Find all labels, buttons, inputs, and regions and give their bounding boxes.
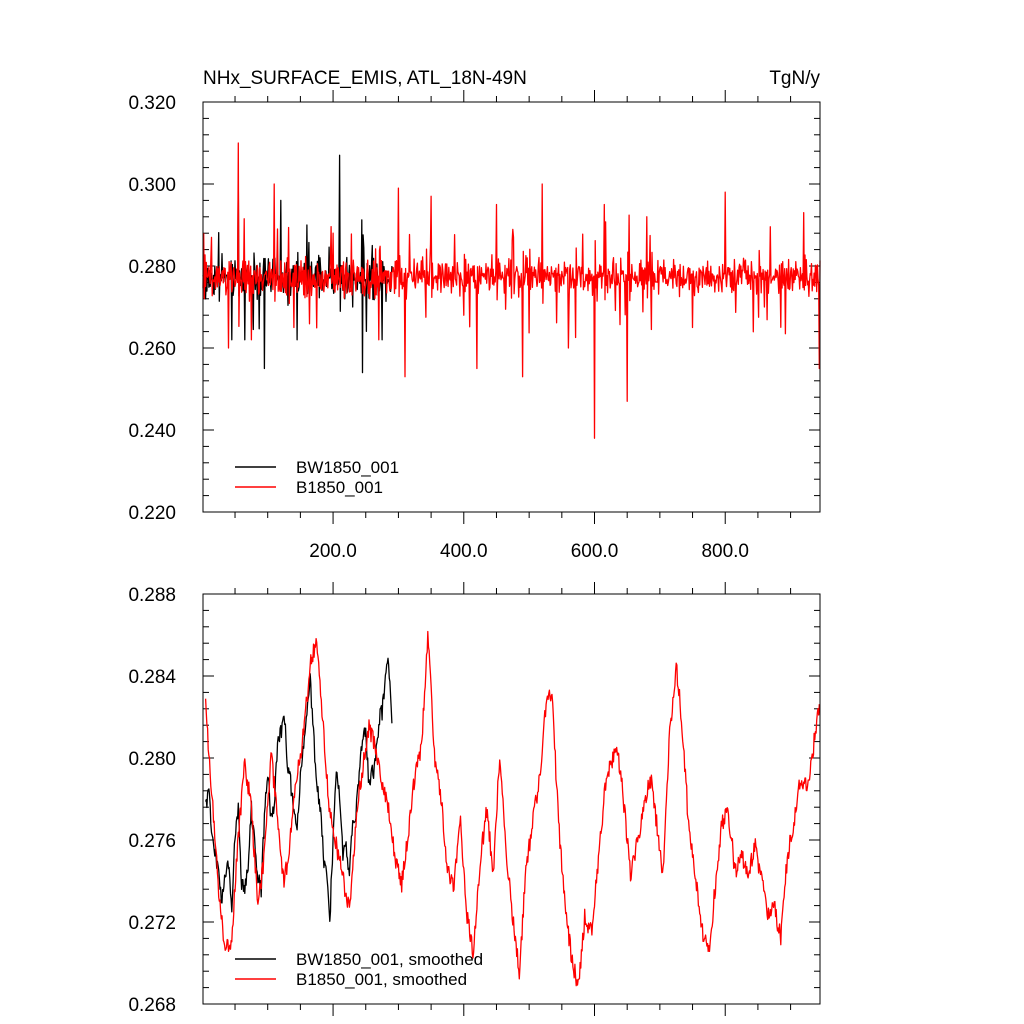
- series-line-bw1850: [204, 657, 393, 922]
- y-tick-label: 0.300: [128, 175, 176, 196]
- y-tick-label: 0.276: [128, 831, 176, 852]
- y-tick-label: 0.280: [128, 257, 176, 278]
- plot-frame: [202, 101, 821, 513]
- x-tick-label: 600.0: [571, 541, 619, 562]
- y-tick-label: 0.284: [128, 667, 176, 688]
- x-tick-label: 200.0: [309, 541, 357, 562]
- x-tick-label: 400.0: [440, 541, 488, 562]
- x-tick-label: 800.0: [701, 541, 749, 562]
- y-tick-label: 0.288: [128, 585, 176, 606]
- y-tick-label: 0.280: [128, 749, 176, 770]
- y-tick-label: 0.320: [128, 93, 176, 114]
- raw-series-panel: NHx_SURFACE_EMIS, ATL_18N-49N TgN/y 0.22…: [128, 68, 821, 562]
- plot-frame: [202, 593, 821, 1005]
- legend-label: BW1850_001: [296, 458, 399, 477]
- y-tick-label: 0.240: [128, 421, 176, 442]
- series-line-b1850: [202, 142, 821, 439]
- legend-label: B1850_001, smoothed: [296, 970, 467, 989]
- y-tick-label: 0.272: [128, 913, 176, 934]
- y-tick-label: 0.260: [128, 339, 176, 360]
- legend-label: BW1850_001, smoothed: [296, 950, 483, 969]
- y-tick-label: 0.220: [128, 503, 176, 524]
- legend-label: B1850_001: [296, 478, 383, 497]
- series-line-b1850: [204, 630, 820, 987]
- y-tick-label: 0.268: [128, 995, 176, 1016]
- units-label: TgN/y: [769, 68, 820, 89]
- smoothed-series-panel: 0.268 0.272 0.276 0.280 0.284 0.288 BW1850_00…: [128, 582, 821, 1016]
- chart-title: NHx_SURFACE_EMIS, ATL_18N-49N: [203, 68, 527, 89]
